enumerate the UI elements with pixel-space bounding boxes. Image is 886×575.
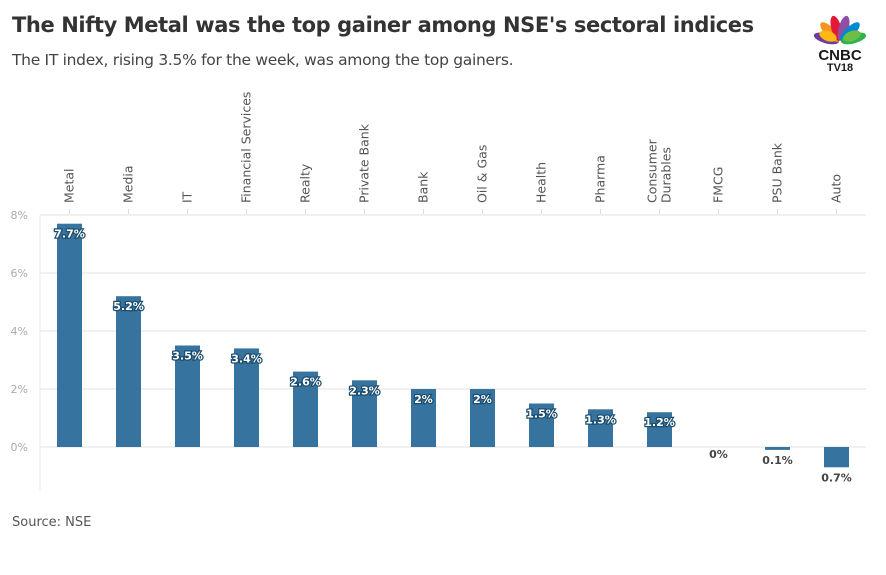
bars — [57, 223, 849, 468]
logo-text-tv18: TV18 — [827, 62, 853, 72]
category-label: Bank — [416, 171, 431, 203]
data-label: 1.5% — [526, 408, 557, 421]
data-label: 2.3% — [349, 384, 380, 397]
cnbc-tv18-logo: CNBC TV18 — [808, 8, 872, 74]
y-tick-label: 0% — [11, 441, 28, 454]
category-label: Auto — [829, 174, 844, 203]
bar — [175, 345, 200, 447]
category-label: Financial Services — [239, 92, 254, 203]
data-label: 0.1% — [762, 454, 793, 467]
bar — [588, 409, 613, 447]
data-label: 2% — [473, 393, 492, 406]
y-tick-label: 2% — [11, 383, 28, 396]
logo-text-cnbc: CNBC — [818, 47, 861, 64]
category-label: Metal — [62, 168, 77, 203]
category-label: Realty — [298, 163, 313, 203]
data-labels: 7.7% 5.2% 3.5% 3.4% 2.6% 2.3% 2% 2% 1.5% 1.3% 1.2%… — [53, 226, 852, 484]
category-label: FMCG — [711, 167, 726, 203]
category-label: Oil & Gas — [475, 145, 490, 203]
data-label: 3.5% — [172, 350, 203, 363]
bar — [765, 447, 790, 450]
bar — [293, 371, 318, 447]
bar — [647, 412, 672, 447]
data-label: 1.3% — [585, 413, 616, 426]
data-label: 1.2% — [644, 416, 675, 429]
y-axis-ticks: 0% 2% 4% 6% 8% — [11, 209, 28, 454]
chart-subtitle: The IT index, rising 3.5% for the week, … — [12, 51, 514, 69]
y-tick-label: 6% — [11, 267, 28, 280]
peacock-logo-icon: CNBC TV18 — [813, 15, 867, 74]
bar — [529, 403, 554, 447]
category-label: Pharma — [593, 155, 608, 203]
category-label: IT — [180, 191, 195, 203]
x-axis-categories: Metal Media IT Financial Services Realty Priv… — [62, 92, 844, 214]
y-tick-label: 8% — [11, 209, 28, 222]
data-label: 2.6% — [290, 376, 321, 389]
category-label: Durables — [659, 147, 674, 203]
source-note: Source: NSE — [12, 515, 92, 530]
y-tick-label: 4% — [11, 325, 28, 338]
bar — [234, 348, 259, 447]
data-label: 7.7% — [54, 228, 85, 241]
bar — [411, 389, 436, 447]
data-label: 2% — [414, 393, 433, 406]
bar — [352, 380, 377, 447]
category-label: Consumer — [645, 138, 660, 203]
category-label: PSU Bank — [770, 142, 785, 203]
category-label: Health — [534, 162, 549, 203]
category-label: Private Bank — [357, 123, 372, 203]
data-label: 0.7% — [821, 471, 852, 484]
category-label: Media — [121, 165, 136, 203]
bar — [116, 296, 141, 447]
data-label: 0% — [709, 448, 728, 461]
bar — [470, 389, 495, 447]
data-label: 5.2% — [113, 300, 144, 313]
chart-title: The Nifty Metal was the top gainer among… — [12, 13, 754, 37]
bar — [824, 447, 849, 468]
data-label: 3.4% — [231, 352, 262, 365]
bar — [57, 223, 82, 447]
gridlines — [39, 214, 866, 490]
